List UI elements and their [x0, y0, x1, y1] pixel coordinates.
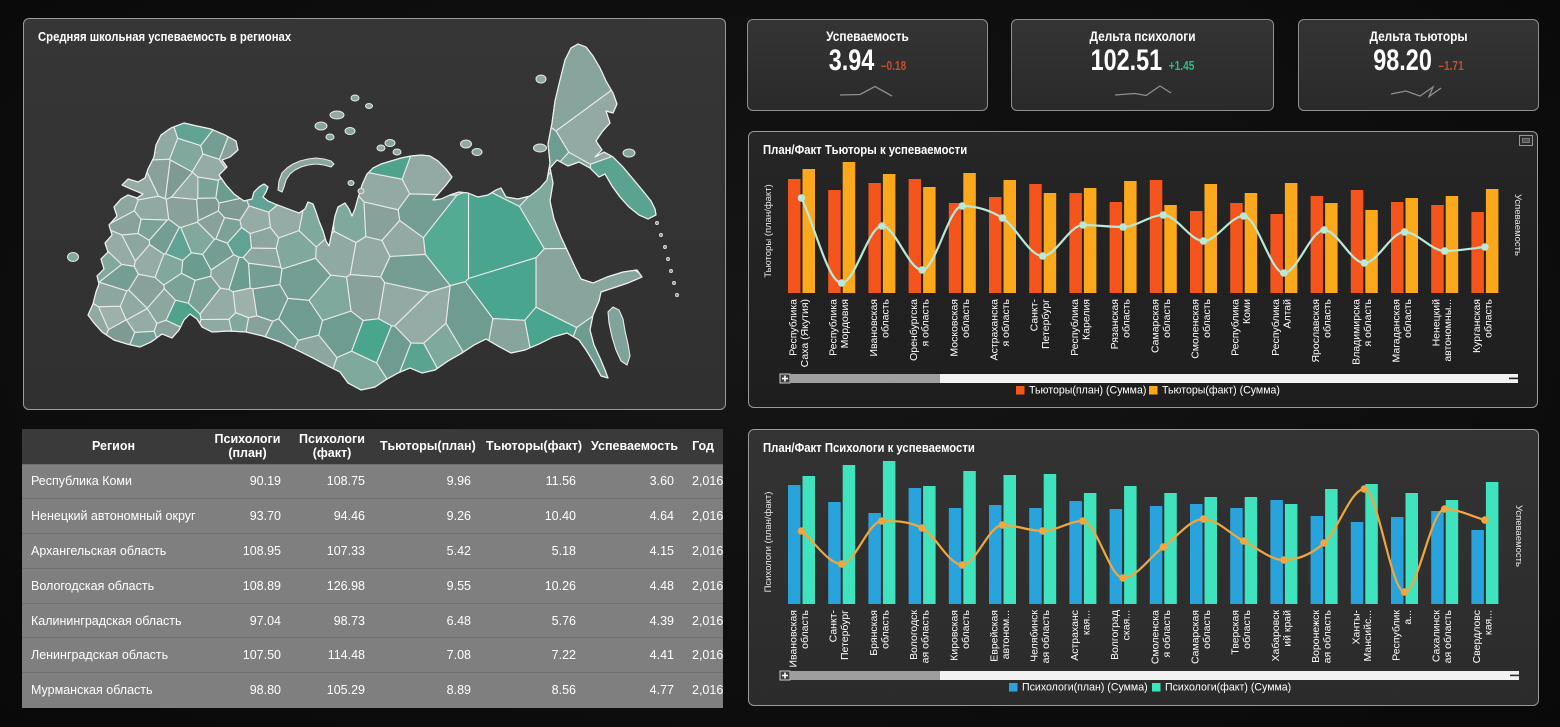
svg-text:Владимирска: Владимирска	[1350, 299, 1362, 365]
svg-text:область: область	[799, 609, 811, 648]
svg-text:я область: я область	[1362, 298, 1374, 346]
svg-text:кая...: кая...	[1080, 610, 1092, 635]
svg-text:Республик: Республик	[1391, 610, 1403, 661]
svg-text:Рязанская: Рязанская	[1109, 299, 1121, 349]
svg-text:Психологи(план) (Сумма): Психологи(план) (Сумма)	[1022, 682, 1148, 694]
svg-text:область: область	[1322, 298, 1334, 337]
svg-text:ий край: ий край	[1281, 610, 1293, 647]
svg-text:Кировская: Кировская	[948, 610, 960, 661]
svg-text:Тьюторы(план) (Сумма): Тьюторы(план) (Сумма)	[1029, 385, 1146, 397]
svg-text:Петербург: Петербург	[1040, 299, 1052, 349]
svg-text:Ненецкий: Ненецкий	[1431, 299, 1443, 347]
svg-text:область: область	[1201, 609, 1213, 648]
svg-text:Самарская: Самарская	[1190, 610, 1202, 664]
svg-text:Успеваемость: Успеваемость	[1512, 194, 1523, 256]
svg-text:Республика: Республика	[1270, 299, 1282, 356]
svg-text:Тьюторы(факт) (Сумма): Тьюторы(факт) (Сумма)	[1162, 385, 1280, 397]
svg-text:автоном...: автоном...	[1000, 610, 1012, 659]
svg-text:ская...: ская...	[1121, 610, 1133, 640]
svg-text:Ивановская: Ивановская	[868, 299, 880, 357]
svg-text:Республика: Республика	[1069, 299, 1081, 356]
svg-text:Республика: Республика	[1230, 299, 1242, 356]
svg-text:область: область	[1402, 298, 1414, 337]
svg-text:Петербург: Петербург	[839, 610, 851, 660]
svg-text:Хабаровск: Хабаровск	[1270, 610, 1282, 662]
svg-text:Тверская: Тверская	[1230, 610, 1242, 655]
svg-text:Мордовия: Мордовия	[839, 299, 851, 348]
svg-text:Брянская: Брянская	[868, 610, 880, 656]
svg-text:Ханты-: Ханты-	[1350, 610, 1362, 645]
svg-text:Сахалинск: Сахалинск	[1431, 610, 1443, 663]
svg-text:ая область: ая область	[920, 609, 932, 663]
svg-text:Вологодск: Вологодск	[908, 610, 920, 660]
svg-text:Республика: Республика	[828, 299, 840, 356]
svg-text:Самарская: Самарская	[1149, 299, 1161, 353]
svg-text:я область: я область	[1000, 298, 1012, 346]
svg-text:область: область	[1241, 609, 1253, 648]
svg-text:Саха (Якутия): Саха (Якутия)	[799, 299, 811, 367]
svg-text:Свердловс: Свердловс	[1471, 610, 1483, 663]
svg-text:Астраханска: Астраханска	[989, 299, 1001, 361]
svg-text:область: область	[879, 609, 891, 648]
svg-text:область: область	[1201, 298, 1213, 337]
svg-text:Алтай: Алтай	[1281, 299, 1293, 329]
svg-text:Санкт-: Санкт-	[828, 609, 840, 642]
svg-text:Ивановская: Ивановская	[788, 610, 800, 668]
svg-text:ая область: ая область	[1442, 609, 1454, 663]
svg-text:ая область: ая область	[1040, 609, 1052, 663]
svg-text:а...: а...	[1402, 610, 1414, 625]
svg-text:область: область	[879, 298, 891, 337]
svg-text:Мансийс...: Мансийс...	[1362, 610, 1374, 662]
svg-text:Карелия: Карелия	[1080, 299, 1092, 340]
svg-text:область: область	[1482, 298, 1494, 337]
svg-text:область: область	[960, 298, 972, 337]
svg-text:область: область	[1121, 298, 1133, 337]
svg-text:Смоленска: Смоленска	[1149, 610, 1161, 664]
svg-text:Курганская: Курганская	[1471, 299, 1483, 353]
svg-text:Ярославская: Ярославская	[1310, 299, 1322, 363]
svg-text:область: область	[1161, 298, 1173, 337]
svg-text:Челябинск: Челябинск	[1029, 610, 1041, 662]
svg-text:Смоленская: Смоленская	[1190, 299, 1202, 359]
svg-text:Еврейская: Еврейская	[989, 610, 1001, 662]
svg-text:Воронежск: Воронежск	[1310, 610, 1322, 663]
svg-text:Санкт-: Санкт-	[1029, 298, 1041, 331]
svg-text:автономны...: автономны...	[1442, 299, 1454, 362]
svg-text:Волгоград: Волгоград	[1109, 610, 1121, 660]
svg-text:ая область: ая область	[1322, 609, 1334, 663]
svg-text:Тьюторы (план/факт): Тьюторы (план/факт)	[763, 184, 774, 277]
svg-text:Московская: Московская	[948, 299, 960, 357]
svg-text:я область: я область	[1161, 609, 1173, 657]
svg-text:Астраханс: Астраханс	[1069, 610, 1081, 661]
svg-text:область: область	[960, 609, 972, 648]
svg-text:Психологи (план/факт): Психологи (план/факт)	[763, 492, 774, 593]
svg-text:Оренбургска: Оренбургска	[908, 299, 920, 361]
svg-text:Успеваемость: Успеваемость	[1513, 505, 1524, 567]
svg-text:кая...: кая...	[1482, 610, 1494, 635]
svg-text:Республика: Республика	[788, 299, 800, 356]
svg-text:Магаданская: Магаданская	[1391, 299, 1403, 363]
svg-text:Психологи(факт) (Сумма): Психологи(факт) (Сумма)	[1165, 682, 1291, 694]
svg-text:Коми: Коми	[1241, 299, 1253, 324]
svg-text:я область: я область	[920, 298, 932, 346]
